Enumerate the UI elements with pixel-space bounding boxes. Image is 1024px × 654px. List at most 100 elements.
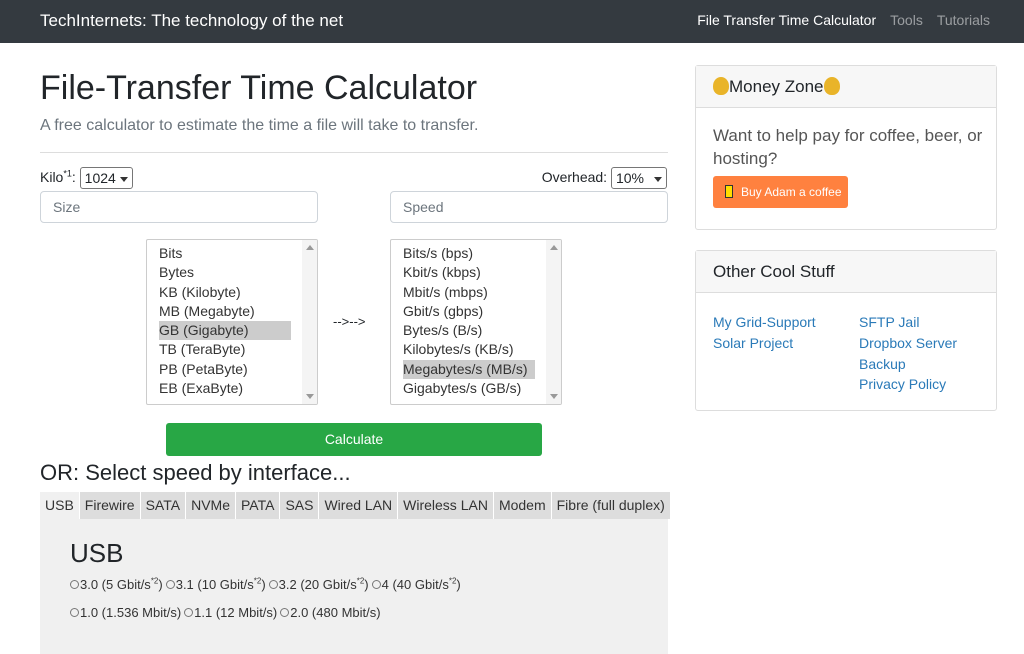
- panel-title: USB: [70, 538, 124, 568]
- usb-radio-option[interactable]: 2.0 (480 Mbit/s): [280, 605, 381, 620]
- usb-radio-option[interactable]: 4 (40 Gbit/s*2): [371, 576, 461, 592]
- scrollbar[interactable]: [302, 240, 317, 404]
- size-unit-option[interactable]: PB (PetaByte): [159, 360, 248, 377]
- tab-sas[interactable]: SAS: [280, 492, 320, 519]
- radio-label-end: ): [364, 577, 369, 592]
- size-unit-option[interactable]: MB (Megabyte): [159, 302, 255, 319]
- other-stuff-title: Other Cool Stuff: [696, 251, 996, 293]
- usb-radio-option[interactable]: 1.1 (12 Mbit/s): [184, 605, 277, 620]
- kilo-footnote: *1: [63, 168, 72, 179]
- tab-fibre[interactable]: Fibre (full duplex): [551, 492, 671, 519]
- speed-unit-option[interactable]: Kbit/s (kbps): [403, 264, 481, 281]
- kilo-group: Kilo*1: 1024: [40, 167, 133, 190]
- radio-label: 4 (40 Gbit/s: [381, 577, 449, 592]
- size-unit-option[interactable]: KB (Kilobyte): [159, 283, 241, 300]
- link-sftp-jail[interactable]: SFTP Jail: [859, 314, 920, 330]
- tab-pata[interactable]: PATA: [235, 492, 281, 519]
- speed-unit-option[interactable]: Gigabytes/s (GB/s): [403, 380, 522, 397]
- scroll-up-icon[interactable]: [306, 245, 314, 250]
- size-unit-option[interactable]: TB (TeraByte): [159, 341, 246, 358]
- size-input[interactable]: Size: [40, 191, 318, 223]
- divider: [40, 152, 668, 153]
- radio-button[interactable]: [371, 580, 381, 589]
- speed-unit-option[interactable]: Mbit/s (mbps): [403, 283, 488, 300]
- overhead-value: 10%: [615, 170, 644, 187]
- link-grid-support[interactable]: My Grid-Support: [713, 314, 816, 330]
- calculate-button[interactable]: Calculate: [166, 423, 542, 456]
- scrollbar[interactable]: [546, 240, 561, 404]
- chevron-down-icon: [119, 177, 128, 183]
- other-stuff-card: Other Cool Stuff My Grid-Support Solar P…: [695, 250, 997, 411]
- size-unit-option[interactable]: Bits: [159, 245, 183, 261]
- tab-modem[interactable]: Modem: [493, 492, 552, 519]
- usb-panel: USB 3.0 (5 Gbit/s*2) 3.1 (10 Gbit/s*2) 3.2…: [40, 519, 668, 654]
- scroll-up-icon[interactable]: [550, 245, 558, 250]
- nav-tutorials[interactable]: Tutorials: [936, 12, 990, 28]
- kilo-select[interactable]: 1024: [79, 167, 133, 190]
- nav-tools[interactable]: Tools: [890, 12, 923, 28]
- speed-unit-option[interactable]: Kilobytes/s (KB/s): [403, 341, 514, 358]
- scroll-down-icon[interactable]: [550, 394, 558, 399]
- money-zone-card: Money Zone Want to help pay for coffee, …: [695, 65, 997, 230]
- tab-wireless-lan[interactable]: Wireless LAN: [398, 492, 494, 519]
- money-zone-header: Money Zone: [696, 66, 996, 108]
- speed-unit-option-selected[interactable]: Megabytes/s (MB/s): [403, 359, 535, 380]
- speed-input[interactable]: Speed: [390, 191, 668, 223]
- size-unit-option[interactable]: EB (ExaByte): [159, 380, 244, 397]
- radio-button[interactable]: [268, 580, 278, 589]
- tab-wired-lan[interactable]: Wired LAN: [319, 492, 399, 519]
- interface-tabs: USB Firewire SATA NVMe PATA SAS Wired LA…: [40, 492, 671, 519]
- nav-links: File Transfer Time Calculator Tools Tuto…: [697, 12, 990, 28]
- kilo-colon: :: [71, 169, 76, 185]
- speed-unit-list[interactable]: Bits/s (bps) Kbit/s (kbps) Mbit/s (mbps)…: [390, 239, 562, 405]
- radio-button[interactable]: [70, 608, 79, 617]
- money-bag-icon: [713, 77, 729, 95]
- speed-unit-option[interactable]: Bits/s (bps): [403, 245, 474, 261]
- usb-radio-option[interactable]: 3.0 (5 Gbit/s*2): [70, 577, 163, 592]
- buy-coffee-button[interactable]: Buy Adam a coffee: [713, 176, 848, 208]
- brand-link[interactable]: TechInternets: The technology of the net: [40, 11, 344, 30]
- tab-sata[interactable]: SATA: [140, 492, 187, 519]
- usb-radio-option[interactable]: 3.1 (10 Gbit/s*2): [165, 576, 266, 592]
- radio-button[interactable]: [184, 608, 194, 617]
- link-solar-project[interactable]: Solar Project: [713, 335, 794, 351]
- overhead-select[interactable]: 10%: [610, 167, 667, 190]
- radio-label: 2.0 (480 Mbit/s): [290, 605, 381, 620]
- footnote: *2: [253, 576, 262, 586]
- navbar: TechInternets: The technology of the net…: [0, 0, 1024, 43]
- size-unit-list[interactable]: Bits Bytes KB (Kilobyte) MB (Megabyte) G…: [146, 239, 318, 405]
- overhead-label: Overhead:: [541, 169, 608, 185]
- scroll-down-icon[interactable]: [306, 394, 314, 399]
- tab-usb[interactable]: USB: [40, 492, 80, 519]
- usb-radio-option[interactable]: 3.2 (20 Gbit/s*2): [268, 577, 369, 592]
- tab-firewire[interactable]: Firewire: [79, 492, 141, 519]
- coffee-cup-icon: [725, 185, 733, 198]
- radio-label: 3.1 (10 Gbit/s: [175, 577, 254, 592]
- size-unit-option-selected[interactable]: GB (Gigabyte): [159, 321, 291, 341]
- link-backup[interactable]: Backup: [859, 356, 906, 372]
- radio-label: 1.0 (1.536 Mbit/s): [80, 605, 182, 620]
- radio-button[interactable]: [70, 580, 79, 589]
- footnote: *2: [448, 576, 457, 586]
- radio-button[interactable]: [165, 580, 175, 589]
- radio-button[interactable]: [280, 608, 290, 617]
- usb-options-row-2: 1.0 (1.536 Mbit/s) 1.1 (12 Mbit/s) 2.0 (48…: [70, 603, 384, 623]
- radio-label: 1.1 (12 Mbit/s): [194, 605, 278, 620]
- link-privacy-policy[interactable]: Privacy Policy: [859, 376, 947, 392]
- tab-nvme[interactable]: NVMe: [186, 492, 236, 519]
- radio-label-end: ): [456, 577, 461, 592]
- usb-options-row-1: 3.0 (5 Gbit/s*2) 3.1 (10 Gbit/s*2) 3.2 (20…: [70, 575, 464, 595]
- buy-coffee-label: Buy Adam a coffee: [741, 185, 842, 199]
- arrow-text: -->-->: [333, 314, 366, 329]
- usb-radio-option[interactable]: 1.0 (1.536 Mbit/s): [70, 605, 181, 620]
- chevron-down-icon: [654, 177, 662, 183]
- kilo-label: Kilo: [40, 169, 64, 185]
- radio-label-end: ): [261, 577, 266, 592]
- link-dropbox-server[interactable]: Dropbox Server: [859, 335, 958, 351]
- footnote: *2: [150, 576, 159, 586]
- nav-calculator[interactable]: File Transfer Time Calculator: [697, 12, 877, 28]
- speed-unit-option[interactable]: Bytes/s (B/s): [403, 322, 483, 339]
- speed-unit-option[interactable]: Gbit/s (gbps): [403, 302, 484, 319]
- size-unit-option[interactable]: Bytes: [159, 264, 195, 281]
- money-bag-icon: [823, 77, 840, 95]
